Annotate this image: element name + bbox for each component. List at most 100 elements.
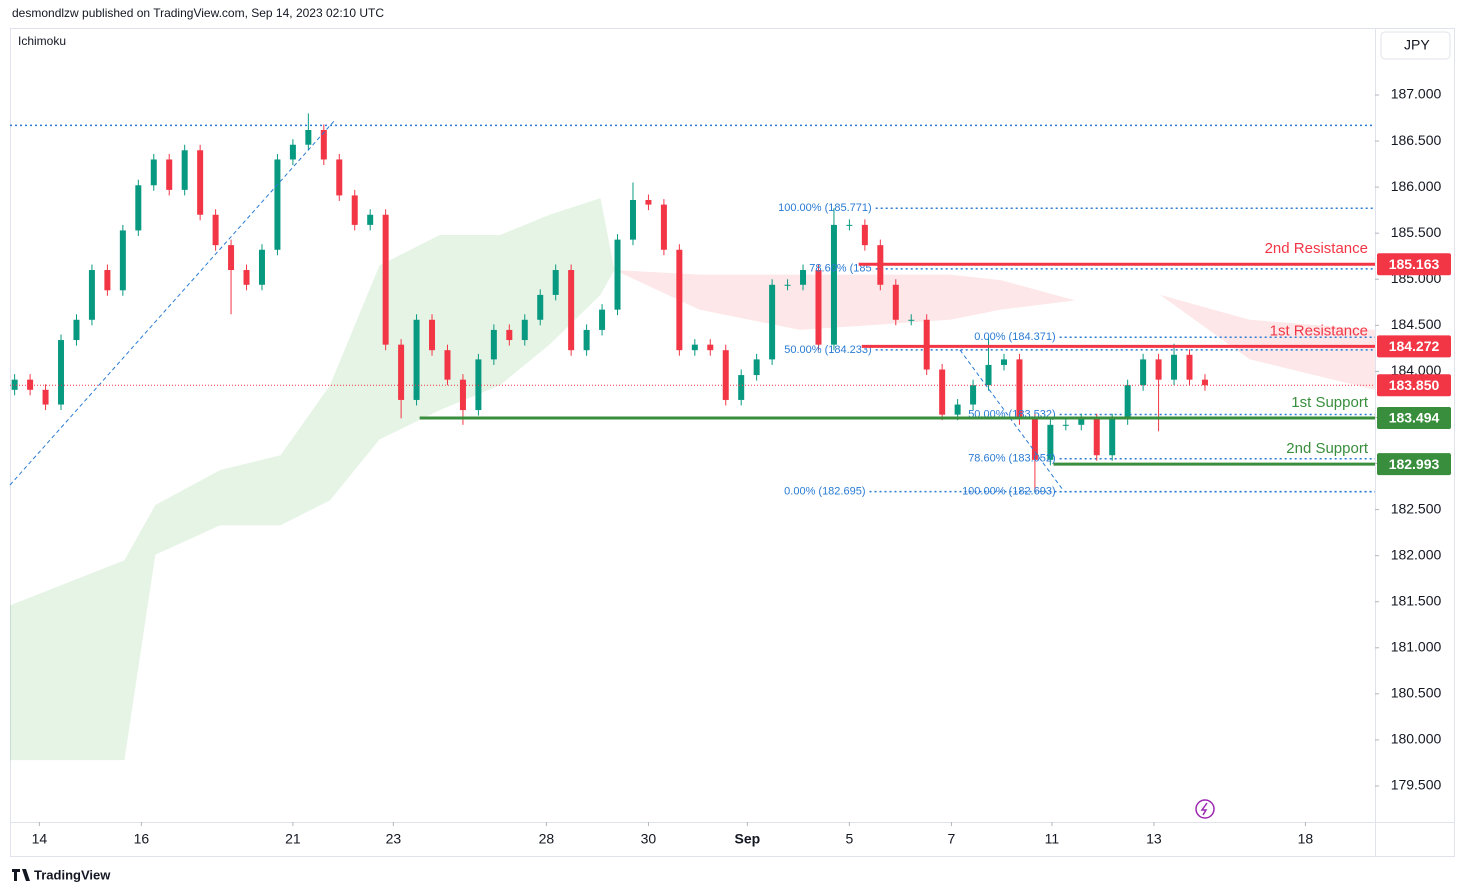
level-name: 2nd Support [1286, 440, 1369, 457]
candle-body [367, 214, 374, 225]
x-tick-label: 23 [386, 831, 402, 847]
ichimoku-cloud [614, 270, 1375, 390]
candle-body [939, 369, 946, 415]
candle-body [1155, 359, 1162, 380]
candle-body [351, 195, 358, 225]
candle-body [645, 200, 652, 205]
candle-body [970, 385, 977, 405]
y-tick-label: 180.500 [1391, 685, 1442, 701]
fib-label: 100.00% (182.693) [962, 486, 1056, 498]
candle-body [1093, 419, 1100, 456]
currency-button[interactable] [1380, 31, 1451, 60]
candle-body [1078, 419, 1085, 425]
candle-body [1186, 354, 1193, 380]
level-price-box [1377, 335, 1451, 358]
x-tick-label: 30 [641, 831, 657, 847]
x-tick-label: 18 [1298, 831, 1314, 847]
candle-body [1124, 385, 1131, 420]
candle-body [398, 344, 405, 400]
candle-body [88, 270, 95, 320]
candle-body [800, 270, 807, 285]
candle-body [258, 249, 265, 285]
x-tick-label: 14 [32, 831, 48, 847]
candle-body [784, 284, 791, 286]
candle-body [11, 379, 18, 390]
x-tick-label: 16 [134, 831, 150, 847]
candle-body [676, 249, 683, 351]
last-price-box [1377, 374, 1451, 397]
candle-body [382, 214, 389, 345]
candle-body [954, 404, 961, 415]
logo [12, 869, 30, 881]
candle-body [1016, 359, 1023, 420]
fib-label: 78.60% (185 [809, 263, 871, 275]
level-name: 1st Resistance [1270, 322, 1368, 339]
plot [10, 113, 1375, 761]
x-tick-label: 11 [1045, 831, 1060, 847]
candle-body [908, 319, 915, 321]
candle-body [1201, 379, 1208, 386]
candle-body [459, 379, 466, 411]
x-tick-label: 13 [1146, 831, 1162, 847]
candle-body [305, 129, 312, 145]
level-name: 2nd Resistance [1265, 240, 1368, 257]
level-price-box [1377, 406, 1451, 429]
candle-body [413, 319, 420, 400]
candle-body [42, 389, 49, 405]
candle-body [1109, 419, 1116, 456]
indicator-label: Ichimoku [18, 34, 66, 48]
candle-body [923, 319, 930, 370]
y-tick-label: 187.000 [1391, 86, 1442, 102]
y-tick-label: 181.000 [1391, 638, 1442, 654]
fib-label: 50.00% (184.233) [784, 344, 871, 356]
candle-body [243, 270, 250, 285]
candle-body [212, 214, 219, 246]
candle-body [490, 329, 497, 360]
candle-body [1140, 359, 1147, 386]
level-price-label: 182.993 [1389, 456, 1440, 472]
candle-body [599, 309, 606, 330]
candle-body [707, 344, 714, 351]
event-icon[interactable] [1195, 799, 1215, 819]
candle-body [104, 270, 111, 291]
candle-body [1031, 419, 1038, 460]
level-name: 1st Support [1291, 394, 1369, 411]
footer: TradingView [34, 867, 111, 882]
candle-body [274, 159, 281, 250]
candle-body [861, 224, 868, 246]
candle-body [769, 284, 776, 360]
level-price-label: 183.494 [1389, 410, 1440, 426]
candle-body [629, 200, 636, 240]
y-tick-label: 180.000 [1391, 731, 1442, 747]
level-price-label: 184.272 [1389, 338, 1440, 354]
candle-body [73, 319, 80, 341]
candle-body [738, 375, 745, 400]
candle-body [135, 185, 142, 231]
candle-body [691, 344, 698, 351]
candle-body [119, 230, 126, 291]
candle-body [1171, 354, 1178, 380]
candle-body [150, 159, 157, 186]
x-tick-label: 28 [539, 831, 555, 847]
fib-trend [959, 349, 1064, 491]
fib-label: 78.60% (183.052) [968, 453, 1055, 465]
x-tick-label: 7 [948, 831, 956, 847]
y-tick-label: 186.000 [1391, 178, 1442, 194]
last-price-label: 183.850 [1389, 377, 1440, 393]
y-tick-label: 179.500 [1391, 777, 1442, 793]
candle-body [521, 319, 528, 341]
x-tick-label: Sep [735, 831, 761, 847]
y-tick-label: 182.000 [1391, 546, 1442, 562]
candle-body [1062, 424, 1069, 426]
candle-body [892, 284, 899, 320]
y-tick-label: 185.500 [1391, 224, 1442, 240]
y-tick-label: 184.000 [1391, 362, 1442, 378]
candle-body [228, 245, 235, 271]
candle-body [846, 224, 853, 226]
candle-body [568, 270, 575, 351]
candle-body [444, 350, 451, 380]
candle-body [722, 350, 729, 400]
candle-body [58, 340, 65, 405]
